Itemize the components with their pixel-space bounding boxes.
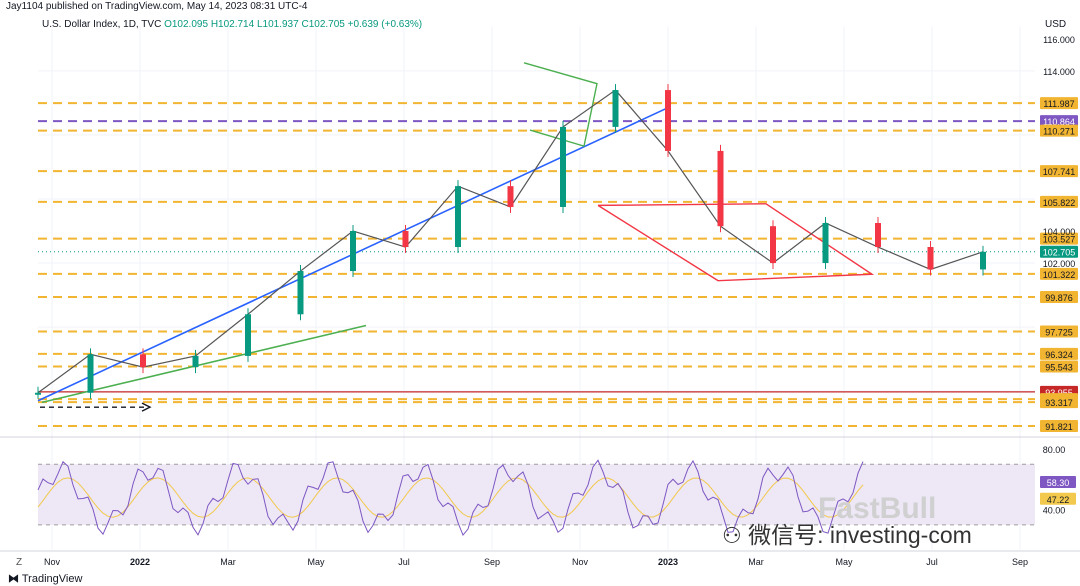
candle (350, 231, 356, 272)
level-label: 96.324 (1045, 350, 1073, 360)
wechat-watermark: ⚇ 微信号: investing-com (722, 516, 972, 550)
time-tick: May (835, 557, 853, 567)
fastbull-watermark: FastBull (818, 492, 937, 525)
last-price-bg (1040, 245, 1078, 258)
level-label-bg (1040, 396, 1078, 409)
price-series (35, 84, 986, 399)
candle (560, 126, 566, 207)
level-label: 110.864 (1043, 117, 1075, 127)
time-tick: 2023 (658, 557, 678, 567)
time-tick: Mar (748, 557, 764, 567)
level-label: 97.725 (1045, 327, 1073, 337)
level-label-bg (1040, 325, 1078, 338)
timezone-button[interactable]: Z (16, 557, 23, 568)
time-tick: Nov (44, 557, 61, 567)
wechat-icon: ⚇ (722, 523, 742, 548)
publisher-text: Jay1104 published on TradingView.com, Ma… (6, 1, 308, 12)
level-label: 99.876 (1045, 293, 1073, 303)
candle (612, 90, 619, 127)
level-label-bg (1040, 165, 1078, 178)
candle (875, 222, 881, 248)
candle (822, 222, 829, 264)
time-tick: Jul (926, 557, 938, 567)
rsi-tick: 40.00 (1043, 506, 1066, 516)
price-tick: 116.000 (1043, 35, 1075, 45)
rsi-line (37, 459, 864, 537)
horizontal-levels[interactable] (38, 102, 1035, 428)
tradingview-label: TradingView (21, 573, 83, 585)
rsi-value-label: 58.30 (1047, 478, 1070, 488)
price-tick: 104.000 (1043, 227, 1076, 237)
level-label: 93.317 (1045, 398, 1073, 408)
price-tick: 114.000 (1043, 67, 1075, 77)
time-tick: Sep (484, 557, 500, 567)
ohlc-low: L101.937 (256, 19, 299, 30)
level-label: 91.821 (1045, 422, 1073, 432)
level-label-bg (1040, 195, 1078, 208)
rsi-tick: 80.00 (1043, 445, 1066, 455)
currency-label: USD (1045, 19, 1067, 30)
triangle-pattern (597, 203, 875, 282)
symbol-title[interactable]: U.S. Dollar Index, 1D, TVC O102.095 H102… (42, 19, 422, 30)
level-label-bg (1040, 232, 1078, 245)
time-tick: Mar (220, 557, 236, 567)
level-label-bg (1040, 360, 1078, 373)
ohlc-open: O102.095 (164, 19, 209, 30)
arrow-head (141, 402, 152, 412)
level-label: 107.741 (1043, 167, 1076, 177)
time-tick: Nov (572, 557, 589, 567)
level-label: 93.955 (1045, 388, 1073, 398)
level-label: 103.527 (1043, 235, 1076, 245)
candle (507, 186, 514, 207)
time-axis[interactable]: Nov 2022 Mar May Jul Sep Nov 2023 Mar May Jul Sep (44, 557, 1028, 567)
last-price-label: 102.705 (1043, 248, 1076, 258)
level-label-bg (1040, 267, 1078, 280)
candle (717, 150, 724, 227)
tradingview-icon: ⧓ (8, 573, 19, 585)
wechat-text: 微信号: investing-com (748, 522, 972, 548)
candle (140, 354, 146, 368)
level-label-bg (1040, 124, 1078, 137)
level-label-bg (1040, 97, 1078, 110)
trendline-green (41, 324, 367, 404)
candle (245, 314, 251, 356)
candle (770, 226, 776, 264)
rsi-value-bg (1040, 475, 1076, 488)
candle (402, 231, 409, 248)
time-tick: 2022 (130, 557, 150, 567)
candle (192, 355, 199, 368)
time-tick: May (307, 557, 325, 567)
channel-green (523, 62, 598, 148)
level-label: 105.822 (1043, 198, 1076, 208)
level-label: 95.543 (1045, 362, 1073, 372)
symbol-name: U.S. Dollar Index, 1D, TVC (42, 19, 162, 30)
rsi-signal-label: 47.22 (1047, 495, 1070, 505)
price-tick: 102.000 (1043, 259, 1076, 269)
candle (927, 247, 934, 270)
level-label: 111.987 (1043, 99, 1074, 109)
rsi-panel (37, 459, 1035, 537)
level-label-bg (1040, 291, 1078, 304)
candle (665, 90, 671, 151)
ohlc-change: +0.639 (+0.63%) (347, 19, 423, 30)
tradingview-logo[interactable]: ⧓ TradingView (8, 572, 82, 585)
ohlc-high: H102.714 (210, 19, 255, 30)
rsi-signal-bg (1040, 492, 1076, 505)
candle (35, 392, 41, 395)
level-label-bg (1040, 420, 1078, 433)
candle (455, 186, 461, 248)
time-tick: Sep (1012, 557, 1028, 567)
level-label: 101.322 (1043, 270, 1076, 280)
time-tick: Jul (398, 557, 410, 567)
level-label-bg (1040, 115, 1078, 128)
candle (980, 251, 986, 270)
level-label-bg (1040, 347, 1078, 360)
level-label: 110.271 (1043, 127, 1075, 137)
rsi-signal-line (37, 477, 864, 518)
candle (297, 271, 304, 315)
candle (87, 354, 94, 393)
ohlc-close: C102.705 (301, 19, 345, 30)
